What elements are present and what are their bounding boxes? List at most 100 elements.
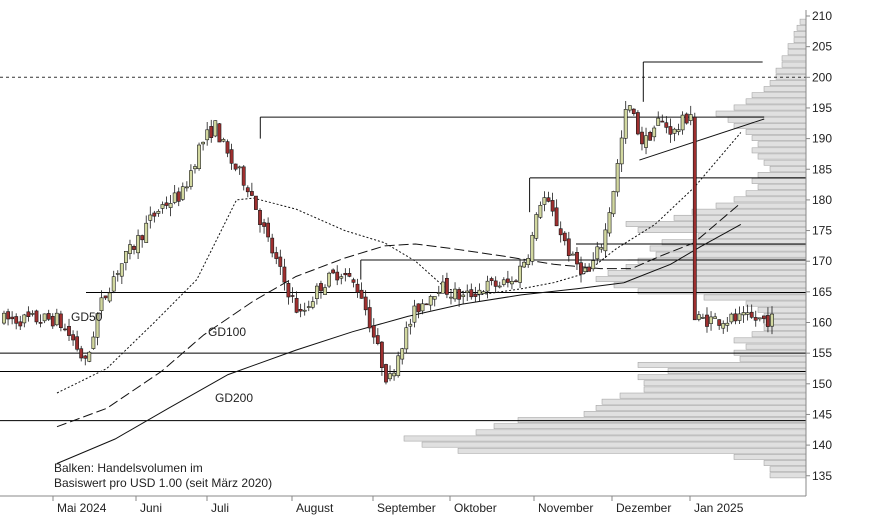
- candle-body-94: [384, 364, 388, 383]
- candle-body-49: [201, 141, 206, 145]
- candle-body-11: [46, 313, 51, 320]
- candle-body-106: [432, 296, 437, 300]
- candle-body-1: [6, 311, 11, 320]
- candle-body-28: [115, 273, 120, 275]
- y-tick-label-3: 150: [812, 377, 832, 391]
- volume-bar-69: [787, 49, 807, 56]
- candle-body-149: [607, 212, 612, 234]
- candle-body-41: [168, 203, 173, 208]
- candle-body-12: [50, 315, 55, 327]
- candle-body-90: [367, 307, 372, 329]
- candle-body-119: [485, 280, 490, 292]
- candle-body-58: [237, 166, 242, 169]
- candle-body-64: [262, 222, 267, 227]
- candle-body-3: [14, 316, 19, 324]
- candle-body-70: [286, 282, 291, 298]
- chart-labels: GD50 GD100 GD200: [71, 310, 253, 405]
- candle-body-188: [765, 315, 770, 327]
- volume-bar-13: [619, 392, 807, 399]
- candle-body-182: [741, 312, 746, 316]
- candle-body-114: [465, 290, 470, 293]
- volume-bar-30: [637, 288, 807, 295]
- candle-body-89: [363, 296, 368, 311]
- candle-body-9: [38, 322, 43, 324]
- candle-body-15: [63, 328, 67, 331]
- volume-bar-8: [493, 423, 807, 430]
- y-tick-label-7: 170: [812, 254, 832, 268]
- candle-body-44: [180, 186, 185, 200]
- candle-body-24: [99, 297, 104, 311]
- candle-body-65: [266, 222, 271, 238]
- candle-body-54: [221, 139, 226, 142]
- candle-body-20: [83, 355, 88, 359]
- volume-bar-34: [625, 264, 807, 270]
- candle-body-74: [302, 309, 307, 312]
- candle-body-83: [339, 276, 344, 279]
- volume-bar-46: [745, 190, 807, 197]
- candle-body-40: [164, 202, 169, 206]
- volume-bar-59: [715, 110, 807, 117]
- candle-body-172: [700, 317, 705, 319]
- candle-body-108: [440, 281, 445, 294]
- x-tick-label-2: Juli: [211, 501, 229, 515]
- volume-bar-5: [421, 441, 807, 448]
- candle-body-46: [189, 170, 193, 187]
- volume-bar-29: [703, 294, 807, 301]
- candle-body-174: [709, 316, 713, 324]
- volume-bar-71: [793, 37, 807, 43]
- candle-body-107: [436, 292, 441, 295]
- candle-body-66: [270, 237, 275, 254]
- volume-bar-39: [697, 233, 807, 240]
- y-tick-label-6: 165: [812, 285, 832, 299]
- volume-bar-52: [757, 153, 807, 160]
- volume-bar-7: [475, 429, 807, 436]
- candle-body-18: [75, 336, 80, 350]
- volume-bar-72: [793, 31, 807, 37]
- candle-body-79: [323, 287, 327, 295]
- candle-body-140: [570, 253, 575, 256]
- x-tick-label-4: September: [377, 501, 436, 515]
- x-tick-label-3: August: [296, 501, 334, 515]
- candle-body-8: [34, 310, 39, 323]
- candle-body-92: [375, 335, 380, 344]
- y-tick-label-15: 210: [812, 9, 832, 23]
- candle-body-45: [185, 186, 189, 189]
- candle-body-17: [71, 334, 76, 341]
- candle-body-42: [172, 192, 177, 203]
- candle-body-67: [274, 252, 279, 259]
- x-tick-label-6: November: [538, 501, 593, 515]
- trendlines: [259, 61, 765, 280]
- candle-body-62: [254, 195, 258, 210]
- volume-bar-23: [751, 331, 807, 338]
- candle-body-19: [79, 348, 84, 359]
- candle-body-82: [335, 271, 340, 281]
- candle-body-16: [67, 325, 71, 336]
- volume-bar-35: [637, 257, 807, 264]
- volume-bar-44: [715, 202, 807, 209]
- candle-body-105: [428, 296, 433, 306]
- ma-label-gd100: GD100: [208, 325, 246, 339]
- candle-body-128: [522, 261, 527, 268]
- candle-body-150: [611, 191, 616, 215]
- candle-body-168: [684, 113, 689, 124]
- candle-body-59: [241, 166, 246, 186]
- candle-body-84: [343, 272, 348, 276]
- volume-bar-27: [757, 306, 807, 313]
- candle-body-48: [197, 144, 201, 170]
- candle-body-143: [583, 267, 588, 272]
- volume-bar-49: [757, 172, 807, 178]
- candle-body-43: [176, 191, 181, 202]
- y-tick-label-9: 180: [812, 193, 832, 207]
- volume-bar-11: [595, 405, 807, 411]
- volume-bar-12: [601, 398, 807, 405]
- candle-body-144: [587, 266, 592, 272]
- candle-body-186: [757, 317, 762, 320]
- candle-body-93: [379, 341, 384, 369]
- candle-body-29: [119, 263, 124, 277]
- volume-bar-45: [733, 196, 807, 203]
- candle-body-130: [530, 235, 535, 262]
- candle-body-165: [672, 128, 677, 134]
- x-tick-label-5: Oktober: [454, 501, 497, 515]
- candle-body-117: [477, 289, 482, 295]
- candle-body-177: [721, 323, 726, 329]
